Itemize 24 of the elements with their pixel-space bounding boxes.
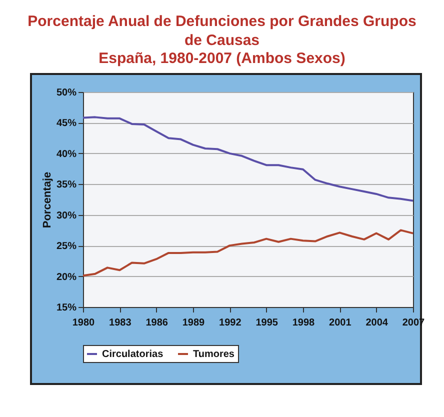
x-tick-label: 1983 — [109, 318, 132, 328]
y-tick-label: 50% — [56, 88, 77, 98]
y-tick-label: 40% — [56, 148, 77, 160]
x-tick-label: 1995 — [256, 318, 278, 328]
chart-subtitle: España, 1980-2007 (Ambos Sexos) — [98, 50, 346, 67]
x-tick-label: 1986 — [146, 318, 168, 328]
y-tick-label: 45% — [56, 118, 77, 130]
y-tick-label: 35% — [56, 180, 77, 191]
x-tick-label: 1992 — [219, 318, 242, 328]
line-series — [82, 116, 414, 202]
x-tick-label: 1980 — [72, 318, 96, 328]
y-tick-label: 25% — [56, 241, 77, 252]
x-tick-label: 2001 — [329, 318, 352, 328]
legend-label: Circulatorias — [102, 349, 164, 360]
legend-label: Tumores — [193, 349, 235, 360]
y-axis-title: Porcentaje — [41, 172, 54, 228]
y-tick-label: 20% — [56, 272, 77, 283]
y-tick-label: 30% — [56, 210, 77, 222]
x-tick-label: 2004 — [366, 318, 388, 328]
x-tick-label: 1989 — [182, 318, 206, 328]
chart-title: Porcentaje Anual de Defunciones por Grandes Grupos de Causas — [26, 12, 418, 50]
x-tick-label: 1998 — [292, 318, 316, 328]
y-tick-label: 15% — [56, 302, 77, 314]
line-series — [82, 229, 414, 277]
